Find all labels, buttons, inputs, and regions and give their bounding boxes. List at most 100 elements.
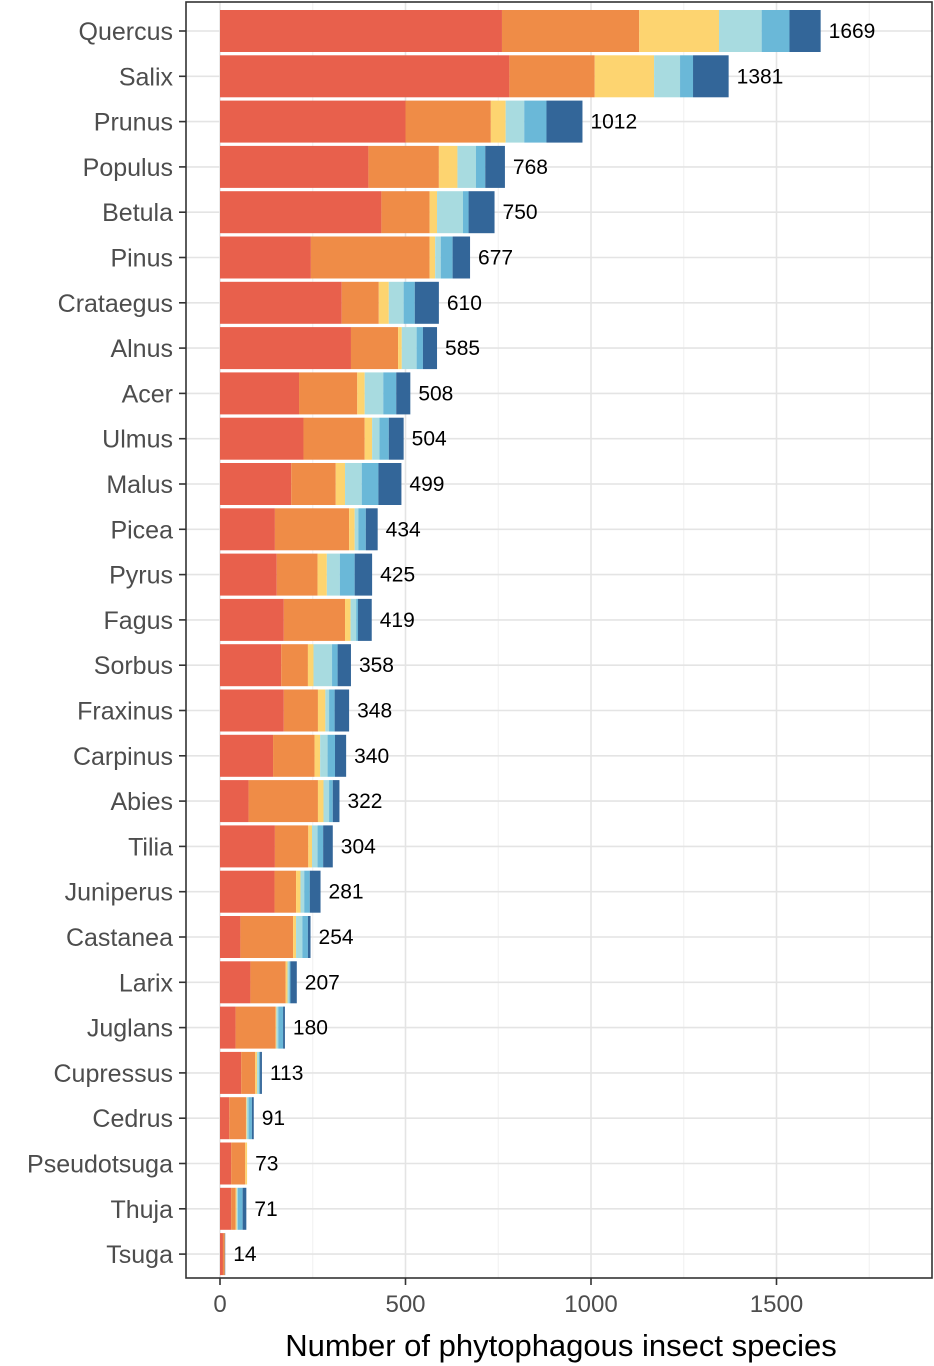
x-tick-label-1500: 1500: [750, 1291, 803, 1318]
y-tick-label-thuja: Thuja: [110, 1196, 173, 1224]
bar-segment-carpinus-5: [327, 734, 336, 777]
bar-segment-picea-1: [220, 508, 275, 551]
bar-segment-thuja-2: [231, 1187, 236, 1230]
bar-segment-tilia-4: [312, 825, 318, 868]
bar-segment-abies-3: [317, 780, 324, 823]
bar-segment-malus-4: [345, 463, 362, 505]
bar-segment-prunus-6: [546, 100, 583, 143]
bar-segment-acer-2: [299, 372, 358, 415]
bar-segment-pyrus-6: [354, 553, 373, 596]
y-tick-label-salix: Salix: [119, 63, 174, 91]
bar-segment-carpinus-4: [320, 734, 328, 777]
bar-segment-juglans-1: [220, 1006, 236, 1049]
bar-segment-castanea-3: [293, 916, 297, 958]
bar-segment-pyrus-2: [276, 553, 318, 596]
bar-segment-castanea-6: [307, 916, 311, 958]
total-label-malus: 499: [409, 473, 444, 496]
total-label-tsuga: 14: [233, 1243, 257, 1266]
total-label-larix: 207: [305, 971, 340, 994]
x-tick-label-1000: 1000: [564, 1291, 617, 1318]
bar-segment-crataegus-1: [220, 281, 342, 324]
y-tick-label-populus: Populus: [83, 154, 173, 182]
x-tick-label-0: 0: [213, 1291, 226, 1318]
bar-segment-sorbus-1: [220, 644, 282, 687]
y-tick-label-carpinus: Carpinus: [73, 743, 173, 771]
y-tick-label-crataegus: Crataegus: [58, 290, 173, 318]
bar-segment-pyrus-3: [317, 553, 327, 596]
bar-segment-juglans-5: [278, 1006, 284, 1049]
bar-segment-malus-6: [378, 463, 402, 505]
bar-segment-acer-6: [396, 372, 411, 415]
bar-segment-picea-3: [349, 508, 355, 551]
bar-segment-acer-1: [220, 372, 300, 415]
total-label-prunus: 1012: [590, 111, 637, 134]
bar-segment-abies-6: [332, 780, 340, 823]
bar-segment-salix-3: [594, 55, 655, 98]
bar-segment-castanea-4: [296, 916, 303, 958]
bar-segment-abies-4: [323, 780, 330, 823]
bar-segment-salix-1: [220, 55, 510, 98]
bar-segment-carpinus-1: [220, 734, 274, 777]
bar-segment-carpinus-6: [335, 734, 347, 777]
bar-segment-abies-5: [329, 780, 333, 823]
bar-segment-malus-2: [291, 463, 336, 505]
y-tick-label-sorbus: Sorbus: [94, 652, 173, 680]
bar-segment-betula-3: [429, 191, 438, 234]
bar-segment-crataegus-5: [403, 281, 415, 324]
bar-segment-fagus-1: [220, 598, 284, 641]
bar-segment-acer-3: [357, 372, 365, 415]
bar-segment-thuja-3: [235, 1187, 237, 1230]
bar-segment-thuja-4: [236, 1187, 238, 1230]
total-label-quercus: 1669: [829, 20, 876, 43]
bar-segment-alnus-2: [350, 327, 399, 370]
bar-segment-populus-1: [220, 145, 369, 188]
bar-segment-thuja-5: [237, 1187, 243, 1230]
bar-segment-ulmus-5: [379, 417, 389, 460]
bar-segment-carpinus-3: [314, 734, 321, 777]
bar-segment-alnus-6: [422, 327, 438, 370]
bar-segment-tilia-5: [317, 825, 324, 868]
total-label-alnus: 585: [445, 337, 480, 360]
bar-segment-populus-5: [475, 145, 486, 188]
y-tick-label-malus: Malus: [106, 471, 173, 499]
bar-segment-quercus-6: [789, 10, 821, 52]
bar-segment-picea-6: [365, 508, 378, 551]
bar-segment-fraxinus-4: [325, 689, 330, 732]
total-label-tilia: 304: [341, 835, 376, 858]
bar-segment-cupressus-2: [241, 1051, 256, 1094]
total-label-acer: 508: [418, 382, 453, 405]
bar-segment-sorbus-2: [281, 644, 308, 687]
bar-segment-juniperus-4: [300, 870, 305, 913]
y-tick-label-betula: Betula: [102, 199, 173, 227]
y-tick-label-cedrus: Cedrus: [92, 1105, 173, 1133]
bar-segment-quercus-4: [718, 10, 762, 52]
bar-segment-malus-5: [361, 463, 379, 505]
bar-segment-larix-2: [250, 961, 286, 1004]
bar-segment-sorbus-5: [332, 644, 338, 687]
bar-segment-ulmus-3: [364, 417, 373, 460]
bar-segment-cupressus-3: [255, 1051, 258, 1094]
bar-segment-betula-1: [220, 191, 382, 234]
bar-segment-picea-2: [274, 508, 350, 551]
total-label-juniperus: 281: [329, 881, 364, 904]
bar-segment-malus-1: [220, 463, 292, 505]
bar-segment-tilia-3: [308, 825, 313, 868]
bar-segment-crataegus-3: [378, 281, 389, 324]
bar-segment-sorbus-4: [313, 644, 333, 687]
bar-segment-fagus-3: [345, 598, 351, 641]
total-label-fagus: 419: [380, 609, 415, 632]
total-label-castanea: 254: [319, 926, 354, 949]
total-label-juglans: 180: [293, 1017, 328, 1040]
bar-segment-crataegus-4: [388, 281, 404, 324]
bar-segment-juglans-4: [276, 1006, 279, 1049]
bar-segment-cupressus-4: [257, 1051, 259, 1094]
y-tick-label-pyrus: Pyrus: [109, 562, 173, 590]
bar-segment-sorbus-6: [337, 644, 351, 687]
bar-segment-tilia-6: [323, 825, 333, 868]
bar-segment-fraxinus-3: [317, 689, 326, 732]
bar-segment-larix-5: [289, 961, 291, 1004]
bar-segment-ulmus-4: [372, 417, 380, 460]
y-tick-label-juglans: Juglans: [87, 1015, 173, 1043]
bar-segment-ulmus-6: [388, 417, 404, 460]
bar-segment-pinus-3: [429, 236, 436, 279]
